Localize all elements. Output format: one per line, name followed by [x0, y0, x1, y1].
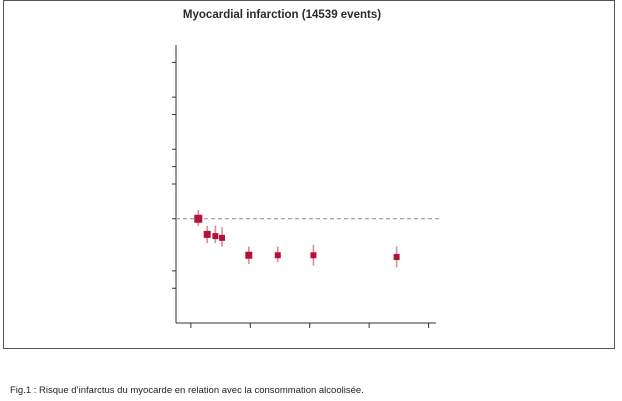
figure-caption: Fig.1 : Risque d’infarctus du myocarde e…	[10, 385, 364, 396]
data-point	[203, 230, 211, 238]
chart-title: Myocardial infarction (14539 events)	[182, 9, 382, 21]
data-point	[219, 234, 226, 241]
data-point	[310, 252, 317, 259]
data-point	[212, 233, 219, 240]
data-point	[194, 214, 203, 223]
data-point	[393, 253, 400, 260]
data-point	[245, 251, 253, 259]
data-point	[274, 252, 281, 259]
figure-frame: Myocardial infarction (14539 events)	[3, 0, 615, 349]
